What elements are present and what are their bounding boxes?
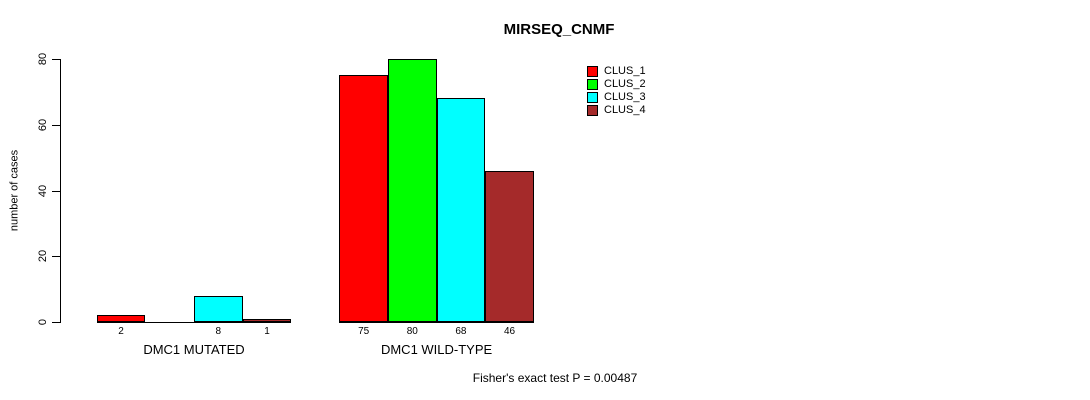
y-tick-label: 0 <box>37 318 49 326</box>
legend-label: CLUS_1 <box>604 65 646 77</box>
legend-label: CLUS_2 <box>604 78 646 90</box>
y-tick-mark <box>52 191 61 192</box>
y-tick-label: 60 <box>37 118 49 132</box>
bar-value-label: 1 <box>264 326 270 337</box>
legend-swatch-clus_2 <box>587 79 598 90</box>
y-tick-label: 40 <box>37 184 49 198</box>
y-tick-mark <box>52 59 61 60</box>
legend-swatch-clus_4 <box>587 105 598 116</box>
group-label: DMC1 WILD-TYPE <box>380 342 493 357</box>
bar-clus_3 <box>436 98 486 322</box>
bar-value-label: 8 <box>215 326 222 337</box>
fisher-test-annotation: Fisher's exact test P = 0.00487 <box>472 371 638 385</box>
bar-value-label: 2 <box>118 326 124 337</box>
bar-clus_1 <box>339 75 388 322</box>
legend-label: CLUS_3 <box>604 91 646 103</box>
group-label: DMC1 MUTATED <box>143 342 245 357</box>
group-axis-baseline <box>339 322 534 323</box>
bar-clus_4 <box>242 318 292 322</box>
y-tick-mark <box>52 322 61 323</box>
bar-value-label: 80 <box>406 326 418 337</box>
chart-title: MIRSEQ_CNMF <box>503 21 615 38</box>
y-tick-label: 80 <box>37 52 49 66</box>
y-tick-mark <box>52 256 61 257</box>
group-axis-baseline <box>96 322 292 323</box>
bar-clus_2 <box>387 59 437 322</box>
legend-label: CLUS_4 <box>604 104 646 116</box>
y-tick-mark <box>52 125 61 126</box>
legend-swatch-clus_1 <box>587 66 598 77</box>
y-tick-label: 20 <box>37 249 49 263</box>
bar-clus_4 <box>485 170 534 322</box>
bar-value-label: 75 <box>358 326 370 337</box>
bar-clus_1 <box>96 315 146 322</box>
bar-clus_3 <box>194 295 243 322</box>
bar-value-label: 68 <box>455 326 467 337</box>
legend-swatch-clus_3 <box>587 92 598 103</box>
y-axis-title: number of cases <box>8 149 21 232</box>
bar-value-label: 46 <box>504 326 516 337</box>
